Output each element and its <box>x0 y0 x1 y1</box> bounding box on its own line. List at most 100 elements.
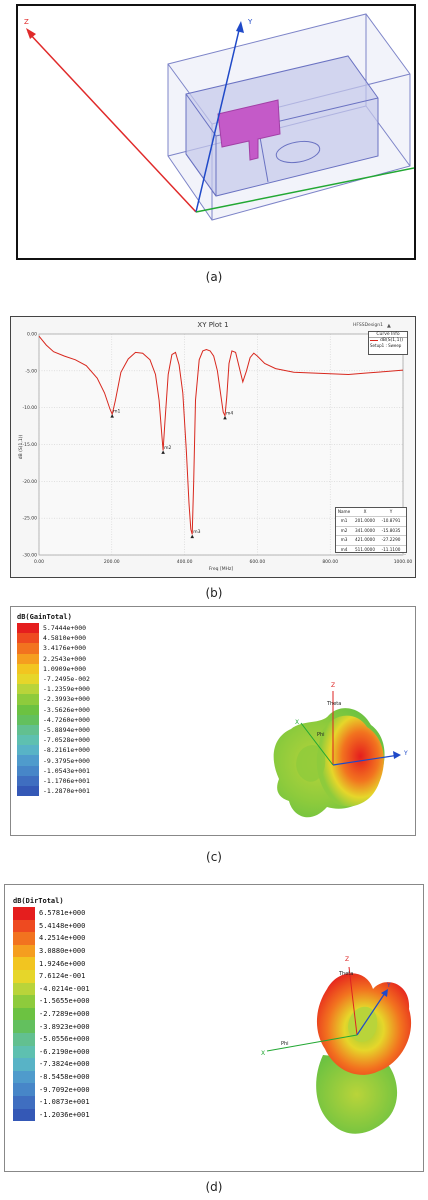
z-axis-label: Z <box>24 18 29 26</box>
legend-value: -1.2359e+000 <box>43 685 90 694</box>
legend-swatch <box>17 724 39 736</box>
gain-pattern-view: dB(GainTotal) 5.7444e+000 4.5810e+000 3.41… <box>10 606 416 836</box>
x-axis-title: Freq [MHz] <box>209 566 233 572</box>
y-axis-arrow <box>236 21 244 33</box>
marker-table-cell: 511.0000 <box>355 546 375 552</box>
curve-info-legend: Curve Info dB(S(1,1)) Setup1 : Sweep <box>368 331 408 355</box>
legend-value: -8.5458e+000 <box>39 1073 90 1082</box>
legend-swatch <box>13 1020 35 1033</box>
marker-table-row: m3 421.0000 -27.2290 <box>336 536 406 546</box>
x-tick-label: 1000.00 <box>394 559 413 565</box>
legend-swatch <box>17 745 39 756</box>
x-tick-label: 600.00 <box>250 559 266 565</box>
ground-slot <box>275 140 321 164</box>
marker-table-cell: 341.0000 <box>355 527 375 533</box>
legend-value: -7.2495e-002 <box>43 675 90 684</box>
y-axis-arrow <box>393 751 401 759</box>
marker-point <box>161 450 165 454</box>
y-axis-arrow <box>381 989 388 997</box>
legend-row: -1.0873e+001 <box>13 1095 90 1109</box>
legend-row: -1.1706e+001 <box>17 775 90 786</box>
phi-label: Phi <box>317 732 325 738</box>
legend-value: -2.3993e+000 <box>43 695 90 704</box>
legend-value: 2.2543e+000 <box>43 654 87 663</box>
legend-row: -8.5458e+000 <box>13 1070 90 1084</box>
y-axis <box>356 992 386 1036</box>
legend-row: -8.2161e+000 <box>17 745 90 756</box>
legend-row: 4.5810e+000 <box>17 633 90 644</box>
legend-swatch <box>17 775 39 786</box>
legend-value: 4.2514e+000 <box>39 934 86 943</box>
legend-swatch <box>13 1095 35 1109</box>
dir-legend: dB(DirTotal) 6.5781e+000 5.4148e+000 4.251… <box>13 897 90 1122</box>
legend-row: -2.7289e+000 <box>13 1007 90 1021</box>
gain-3d-pattern <box>273 708 385 818</box>
x-axis <box>300 722 334 766</box>
marker-table-row: m4 511.0000 -11.1100 <box>336 546 406 555</box>
legend-swatch <box>13 1083 35 1096</box>
legend-value: -9.7092e+000 <box>39 1085 90 1094</box>
return-loss-plot: XY Plot 1 HFSSDesign1 ▲ 0.00 200.00 400.00… <box>10 316 416 578</box>
marker-label: m2 <box>164 445 171 451</box>
legend-value: 6.5781e+000 <box>39 909 86 918</box>
legend-swatch <box>17 704 39 715</box>
z-axis <box>348 966 358 1036</box>
marker-table-cell: m2 <box>340 527 348 533</box>
theta-label: Theta <box>338 971 353 977</box>
marker-point <box>190 534 195 539</box>
marker-table-header: Name X Y <box>336 508 406 518</box>
legend-swatch <box>17 633 39 644</box>
legend-row: -1.2036e+001 <box>13 1108 90 1122</box>
legend-row: -6.2190e+000 <box>13 1045 90 1059</box>
x-tick-label: 200.00 <box>104 559 120 565</box>
directivity-3d-pattern <box>316 973 412 1134</box>
legend-value: -8.2161e+000 <box>43 746 90 755</box>
legend-row: -3.5626e+000 <box>17 704 90 715</box>
curve-name: dB(S(1,1)) <box>380 338 403 343</box>
y-tick-label: 0.00 <box>27 332 37 338</box>
legend-row: -7.0528e+000 <box>17 735 90 746</box>
directivity-pattern-view: dB(DirTotal) 6.5781e+000 5.4148e+000 4.251… <box>4 884 424 1172</box>
legend-swatch <box>13 932 35 945</box>
legend-value: -1.5655e+000 <box>39 997 90 1006</box>
marker-table-row: m1 201.0000 -10.8791 <box>336 517 406 527</box>
antenna-model-svg: Z Y <box>24 13 415 221</box>
marker-table-cell: X <box>363 509 367 514</box>
legend-value: -5.0556e+000 <box>39 1035 90 1044</box>
legend-row: 6.5781e+000 <box>13 907 90 920</box>
y-label: Y <box>403 750 408 757</box>
legend-row: -4.7260e+000 <box>17 714 90 725</box>
legend-value: -1.1706e+001 <box>43 776 90 785</box>
legend-swatch <box>13 1007 35 1021</box>
legend-value: -3.8923e+000 <box>39 1022 90 1031</box>
curve-info-header: Curve Info <box>369 332 407 338</box>
y-axis <box>332 754 400 766</box>
marker-table-cell: -27.2290 <box>381 537 401 543</box>
legend-value: 5.4148e+000 <box>39 921 86 930</box>
curve-swatch <box>370 340 378 341</box>
legend-row: 5.7444e+000 <box>17 623 90 634</box>
y-tick-label: -5.00 <box>25 368 37 374</box>
legend-row: 1.0909e+000 <box>17 663 90 674</box>
legend-value: -1.0873e+001 <box>39 1098 90 1107</box>
marker-table-cell: -11.1100 <box>381 546 401 552</box>
legend-row: -1.0543e+001 <box>17 765 90 776</box>
legend-swatch <box>13 1108 35 1122</box>
caption-c: (c) <box>206 850 222 864</box>
y-axis <box>195 25 241 213</box>
x-tick-label: 800.00 <box>322 559 338 565</box>
legend-row: -7.3824e+000 <box>13 1058 90 1071</box>
x-axis <box>195 167 415 213</box>
x-tick-label: 400.00 <box>177 559 193 565</box>
legend-swatch <box>17 663 39 674</box>
legend-row: -1.5655e+000 <box>13 995 90 1008</box>
legend-value: -3.5626e+000 <box>43 705 90 714</box>
caption-b: (b) <box>205 586 223 600</box>
legend-swatch <box>17 765 39 776</box>
theta-label: Theta <box>326 701 341 707</box>
legend-value: -7.3824e+000 <box>39 1060 90 1069</box>
y-tick-label: -20.00 <box>22 479 37 485</box>
legend-row: -2.3993e+000 <box>17 694 90 705</box>
legend-swatch <box>13 1058 35 1071</box>
